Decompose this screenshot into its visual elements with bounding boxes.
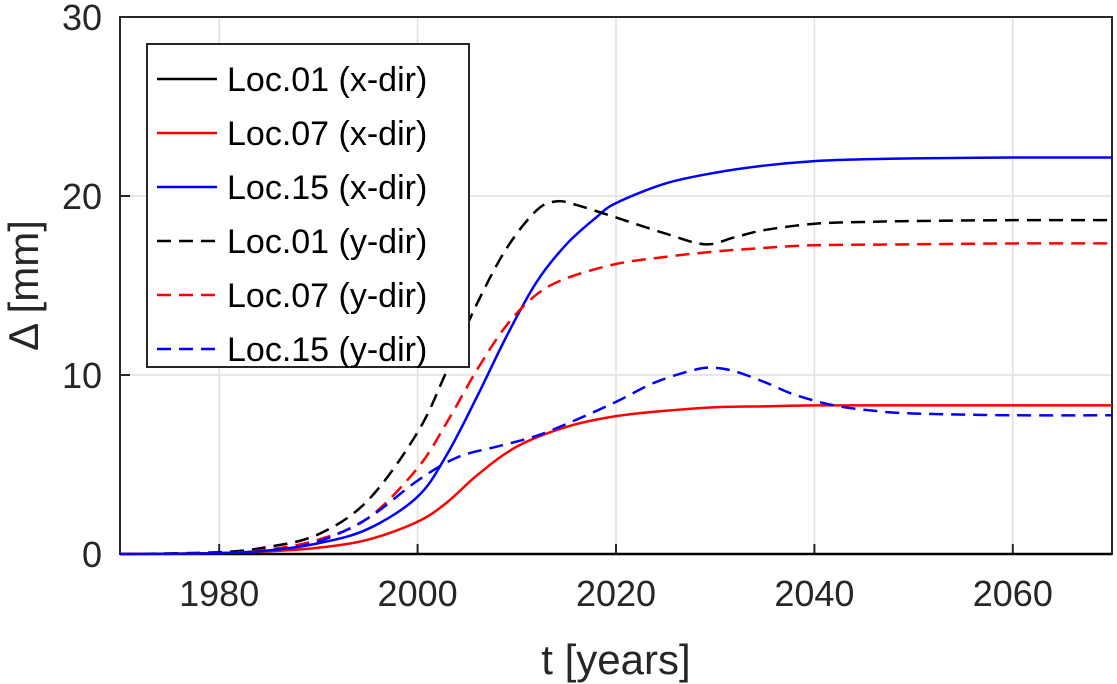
y-tick-label: 0 <box>82 534 102 575</box>
x-axis-label: t [years] <box>541 636 690 683</box>
series-line-loc-15-y-dir <box>119 366 1113 556</box>
x-tick-label: 1980 <box>179 573 259 614</box>
axis-ticks: 1980 2000 2020 2040 2060 0 10 20 30 <box>62 0 1053 614</box>
legend-label: Loc.07 (x-dir) <box>227 115 427 153</box>
legend-label: Loc.15 (y-dir) <box>227 331 427 369</box>
x-tick-label: 2000 <box>378 573 458 614</box>
legend-label: Loc.01 (x-dir) <box>227 61 427 99</box>
legend-box <box>146 43 470 368</box>
legend-label: Loc.01 (y-dir) <box>227 223 427 261</box>
y-tick-label: 30 <box>62 0 102 38</box>
series-line-loc-01-y-dir <box>119 199 1113 556</box>
series-line-loc-15-x-dir <box>119 156 1113 556</box>
legend-label: Loc.07 (y-dir) <box>227 277 427 315</box>
legend: Loc.01 (x-dir) Loc.07 (x-dir) Loc.15 (x-di… <box>146 43 470 369</box>
y-tick-label: 20 <box>62 176 102 217</box>
series-line-loc-07-y-dir <box>119 242 1113 556</box>
series-line-loc-07-x-dir <box>119 404 1112 556</box>
x-tick-label: 2020 <box>576 573 656 614</box>
legend-label: Loc.15 (x-dir) <box>227 169 427 207</box>
y-tick-label: 10 <box>62 355 102 396</box>
series-layer <box>119 156 1113 556</box>
x-tick-label: 2060 <box>973 573 1053 614</box>
x-tick-label: 2040 <box>774 573 854 614</box>
y-axis-label: Δ [mm] <box>0 220 47 351</box>
